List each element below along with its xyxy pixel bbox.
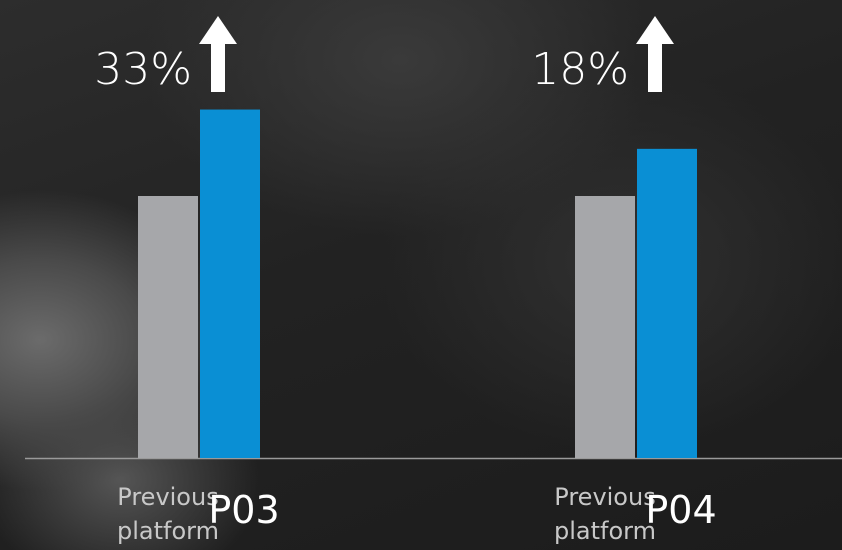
bar-p03	[200, 109, 260, 458]
previous-platform-label-line2: platform	[554, 517, 656, 545]
up-arrow-icon	[199, 16, 237, 92]
bar-previous-platform-p03	[138, 196, 198, 458]
category-label-p04: P04	[645, 488, 716, 532]
increase-percent-label: 33%	[94, 44, 192, 95]
bar-previous-platform-p04	[575, 196, 635, 458]
previous-platform-label-line1: Previous	[117, 483, 218, 511]
previous-platform-label-line1: Previous	[554, 483, 655, 511]
category-label-p03: P03	[208, 488, 279, 532]
increase-percent-label: 18%	[531, 44, 629, 95]
bar-p04	[637, 148, 697, 458]
up-arrow-icon	[636, 16, 674, 92]
previous-platform-label-line2: platform	[117, 517, 219, 545]
